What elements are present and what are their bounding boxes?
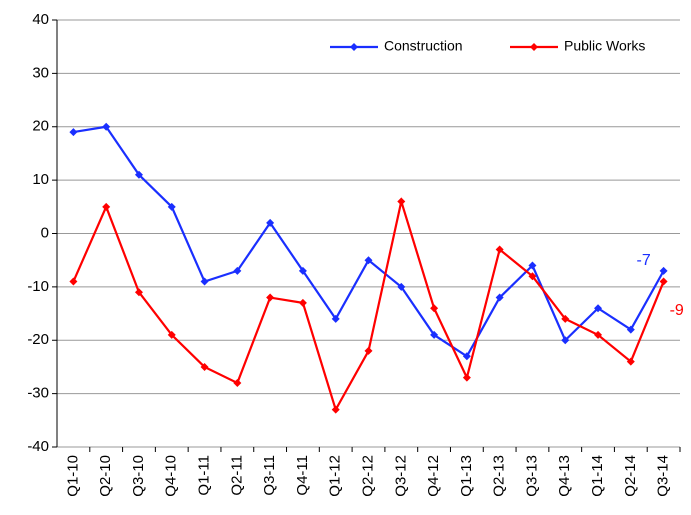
x-tick-label: Q3-11 (261, 455, 278, 496)
y-tick-label: -20 (27, 331, 49, 348)
marker (200, 277, 209, 286)
x-tick-label: Q2-12 (359, 455, 376, 497)
marker (167, 202, 176, 211)
data-label: -9 (670, 302, 684, 319)
marker (331, 405, 340, 414)
x-tick-label: Q2-14 (622, 455, 639, 497)
marker (331, 314, 340, 323)
y-tick-label: 20 (32, 118, 49, 135)
x-tick-label: Q1-13 (458, 455, 475, 497)
marker (528, 261, 537, 270)
marker (430, 304, 439, 313)
marker (134, 170, 143, 179)
marker (69, 128, 78, 137)
marker (102, 122, 111, 131)
legend-label: Public Works (564, 38, 645, 54)
marker (659, 266, 668, 275)
x-tick-label: Q2-10 (97, 455, 114, 497)
x-tick-label: Q4-12 (425, 455, 442, 497)
marker (626, 357, 635, 366)
marker (102, 202, 111, 211)
marker (364, 256, 373, 265)
legend-marker (530, 43, 538, 51)
marker (561, 314, 570, 323)
marker (430, 330, 439, 339)
marker (495, 245, 504, 254)
x-tick-label: Q4-11 (294, 455, 311, 496)
y-tick-label: 0 (41, 224, 49, 241)
y-tick-label: -30 (27, 385, 49, 402)
marker (594, 304, 603, 313)
x-tick-label: Q2-11 (228, 455, 245, 496)
marker (594, 330, 603, 339)
x-tick-label: Q3-14 (655, 455, 672, 497)
marker (364, 346, 373, 355)
x-tick-label: Q3-10 (130, 455, 147, 497)
marker (462, 352, 471, 361)
y-tick-label: 40 (32, 11, 49, 28)
marker (233, 378, 242, 387)
y-tick-label: -10 (27, 278, 49, 295)
x-tick-label: Q4-10 (163, 455, 180, 497)
marker (69, 277, 78, 286)
marker (298, 298, 307, 307)
marker (233, 266, 242, 275)
x-tick-label: Q3-13 (523, 455, 540, 497)
marker (200, 362, 209, 371)
marker (298, 266, 307, 275)
legend-marker (350, 43, 358, 51)
marker (167, 330, 176, 339)
x-tick-label: Q1-11 (196, 455, 213, 496)
series-line (72, 197, 665, 413)
x-tick-label: Q2-13 (491, 455, 508, 497)
marker (397, 197, 406, 206)
marker (134, 288, 143, 297)
x-tick-label: Q1-12 (327, 455, 344, 497)
marker (266, 293, 275, 302)
marker (626, 325, 635, 334)
marker (659, 277, 668, 286)
legend-label: Construction (384, 38, 463, 54)
marker (462, 373, 471, 382)
y-tick-label: 30 (32, 64, 49, 81)
marker (397, 282, 406, 291)
x-tick-label: Q1-14 (589, 455, 606, 497)
x-tick-label: Q1-10 (64, 455, 81, 497)
data-label: -7 (636, 252, 650, 269)
marker (266, 218, 275, 227)
x-tick-label: Q4-13 (556, 455, 573, 497)
y-tick-label: 10 (32, 171, 49, 188)
y-tick-label: -40 (27, 438, 49, 455)
x-tick-label: Q3-12 (392, 455, 409, 497)
marker (561, 336, 570, 345)
marker (528, 272, 537, 281)
marker (495, 293, 504, 302)
